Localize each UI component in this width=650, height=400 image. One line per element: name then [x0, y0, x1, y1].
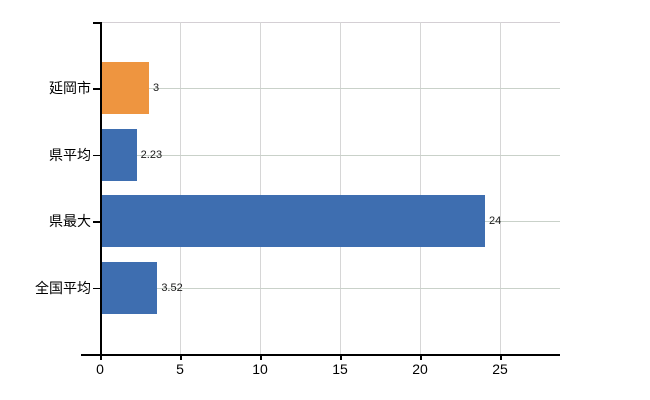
y-axis-top-tick	[93, 22, 100, 24]
x-tick-label: 0	[96, 361, 104, 377]
x-gridline	[180, 22, 181, 354]
x-axis-tick	[500, 354, 502, 360]
bar	[101, 195, 485, 248]
x-tick-label: 5	[176, 361, 184, 377]
x-tick-label: 10	[252, 361, 268, 377]
x-gridline	[420, 22, 421, 354]
y-axis-tick	[93, 88, 100, 90]
x-gridline	[500, 22, 501, 354]
y-axis-line	[100, 22, 102, 360]
x-axis-tick	[420, 354, 422, 360]
x-gridline	[260, 22, 261, 354]
y-axis-tick	[93, 154, 100, 157]
bar	[101, 62, 149, 115]
bar	[101, 128, 137, 181]
x-axis-line	[81, 354, 560, 356]
bar-value-label: 24	[489, 215, 502, 228]
y-axis-tick	[93, 287, 100, 290]
category-label: 延岡市	[49, 80, 91, 97]
category-label: 県平均	[49, 146, 91, 163]
x-axis-tick	[260, 354, 262, 360]
x-tick-label: 15	[332, 361, 348, 377]
x-axis-tick	[340, 354, 342, 360]
bar-value-label: 2.23	[140, 148, 163, 161]
x-tick-label: 20	[412, 361, 428, 377]
category-gridline	[100, 88, 560, 90]
bar	[101, 261, 158, 314]
category-label: 県最大	[49, 213, 91, 230]
x-tick-label: 25	[492, 361, 508, 377]
y-axis-tick	[93, 221, 100, 223]
category-label: 全国平均	[35, 279, 91, 296]
category-gridline	[100, 154, 560, 156]
bar-value-label: 3.52	[161, 281, 183, 294]
category-gridline	[100, 287, 560, 289]
x-axis-tick	[180, 354, 182, 360]
bar-value-label: 3	[153, 82, 160, 95]
plot-top-border	[100, 22, 560, 23]
x-gridline	[340, 22, 341, 354]
